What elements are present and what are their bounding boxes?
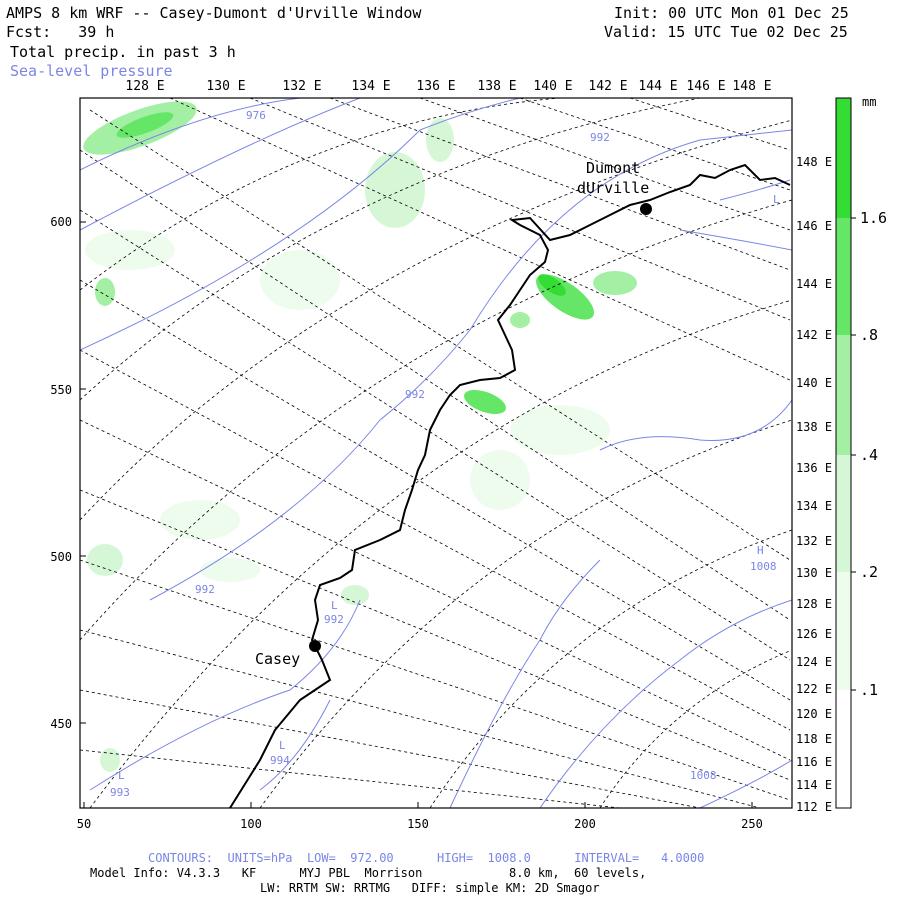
lon-label: 140 E bbox=[533, 79, 572, 94]
map-panel bbox=[80, 98, 792, 808]
dumont-label-line2: dUrville bbox=[577, 179, 649, 197]
lon-label: 126 E bbox=[796, 627, 832, 641]
lon-label: 128 E bbox=[796, 597, 832, 611]
colorbar-unit: mm bbox=[862, 95, 876, 109]
low-mark: L bbox=[279, 739, 286, 752]
lon-label: 140 E bbox=[796, 376, 832, 390]
low-mark: L bbox=[773, 193, 780, 206]
colorbar-swatch bbox=[836, 98, 851, 218]
lon-label: 130 E bbox=[796, 566, 832, 580]
y-axis-ticks: 600 550 500 450 bbox=[50, 215, 72, 731]
lon-label: 144 E bbox=[796, 277, 832, 291]
casey-label: Casey bbox=[255, 650, 300, 668]
model-info: Model Info: V4.3.3 KF MYJ PBL Morrison 8… bbox=[90, 866, 647, 880]
x-tick-label: 100 bbox=[240, 817, 262, 831]
lon-label: 138 E bbox=[796, 420, 832, 434]
lon-label: 122 E bbox=[796, 682, 832, 696]
y-tick-label: 500 bbox=[50, 550, 72, 564]
lon-label: 134 E bbox=[796, 499, 832, 513]
isobar-label: 993 bbox=[110, 786, 130, 799]
physics-info: LW: RRTM SW: RRTMG DIFF: simple KM: 2D S… bbox=[260, 881, 600, 895]
lon-label: 120 E bbox=[796, 707, 832, 721]
x-tick-label: 50 bbox=[77, 817, 91, 831]
colorbar-swatch bbox=[836, 690, 851, 808]
x-tick-label: 150 bbox=[407, 817, 429, 831]
isobar-label: 992 bbox=[590, 131, 610, 144]
lon-label: 116 E bbox=[796, 755, 832, 769]
isobar-label: 992 bbox=[195, 583, 215, 596]
right-lon-labels: 148 E 146 E 144 E 142 E 140 E 138 E 136 … bbox=[796, 155, 832, 814]
colorbar-label: 1.6 bbox=[860, 209, 887, 227]
lon-label: 146 E bbox=[796, 219, 832, 233]
map-frame bbox=[79, 97, 793, 809]
y-tick-label: 600 bbox=[50, 215, 72, 229]
lon-label: 128 E bbox=[125, 79, 164, 94]
init-time: Init: 00 UTC Mon 01 Dec 25 bbox=[614, 4, 849, 22]
colorbar-swatch bbox=[836, 335, 851, 455]
coastline bbox=[229, 163, 791, 808]
lon-label: 134 E bbox=[351, 79, 390, 94]
forecast-hour: Fcst: 39 h bbox=[6, 23, 115, 41]
colorbar-label: .1 bbox=[860, 681, 878, 699]
x-tick-label: 250 bbox=[741, 817, 763, 831]
isobar-label: 992 bbox=[324, 613, 344, 626]
y-tick-label: 450 bbox=[50, 717, 72, 731]
x-tick-label: 200 bbox=[574, 817, 596, 831]
valid-time: Valid: 15 UTC Tue 02 Dec 25 bbox=[604, 23, 848, 41]
overlay-name: Sea-level pressure bbox=[10, 62, 173, 80]
lon-label: 112 E bbox=[796, 800, 832, 814]
colorbar-swatch bbox=[836, 218, 851, 335]
dumont-label-line1: Dumont bbox=[586, 159, 640, 177]
lon-label: 136 E bbox=[796, 461, 832, 475]
precip-shading bbox=[83, 101, 637, 772]
lon-label: 146 E bbox=[686, 79, 725, 94]
lon-label: 144 E bbox=[638, 79, 677, 94]
isobar-label: 994 bbox=[270, 754, 290, 767]
dumont-durville-marker bbox=[640, 203, 652, 215]
pressure-contours bbox=[80, 98, 792, 808]
lon-label: 114 E bbox=[796, 778, 832, 792]
colorbar: mm 1.6 .8 .4 .2 .1 bbox=[835, 95, 887, 809]
top-lon-labels: 128 E 130 E 132 E 134 E 136 E 138 E 140 … bbox=[125, 79, 771, 94]
lon-label: 132 E bbox=[282, 79, 321, 94]
colorbar-label: .2 bbox=[860, 563, 878, 581]
isobar-label: 1008 bbox=[690, 769, 717, 782]
lon-label: 136 E bbox=[416, 79, 455, 94]
lon-label: 132 E bbox=[796, 534, 832, 548]
lon-label: 118 E bbox=[796, 732, 832, 746]
lon-label: 148 E bbox=[796, 155, 832, 169]
y-tick-label: 550 bbox=[50, 383, 72, 397]
lon-label: 148 E bbox=[732, 79, 771, 94]
high-mark: H bbox=[757, 544, 764, 557]
colorbar-swatch bbox=[836, 572, 851, 690]
contour-info: CONTOURS: UNITS=hPa LOW= 972.00 HIGH= 10… bbox=[148, 851, 705, 865]
isobar-label: 992 bbox=[405, 388, 425, 401]
lon-label: 138 E bbox=[477, 79, 516, 94]
casey-marker bbox=[309, 640, 321, 652]
lon-label: 130 E bbox=[206, 79, 245, 94]
field-name: Total precip. in past 3 h bbox=[10, 43, 236, 61]
lon-label: 124 E bbox=[796, 655, 832, 669]
lon-label: 142 E bbox=[796, 328, 832, 342]
low-mark: L bbox=[331, 599, 338, 612]
lon-label: 142 E bbox=[588, 79, 627, 94]
colorbar-label: .8 bbox=[860, 326, 878, 344]
low-mark: L bbox=[118, 769, 125, 782]
map-title: AMPS 8 km WRF -- Casey-Dumont d'Urville … bbox=[6, 4, 422, 22]
isobar-label: 1008 bbox=[750, 560, 777, 573]
x-axis-ticks: 50 100 150 200 250 bbox=[77, 817, 763, 831]
colorbar-swatch bbox=[836, 455, 851, 572]
colorbar-label: .4 bbox=[860, 446, 878, 464]
isobar-label: 976 bbox=[246, 109, 266, 122]
graticule bbox=[80, 98, 792, 808]
